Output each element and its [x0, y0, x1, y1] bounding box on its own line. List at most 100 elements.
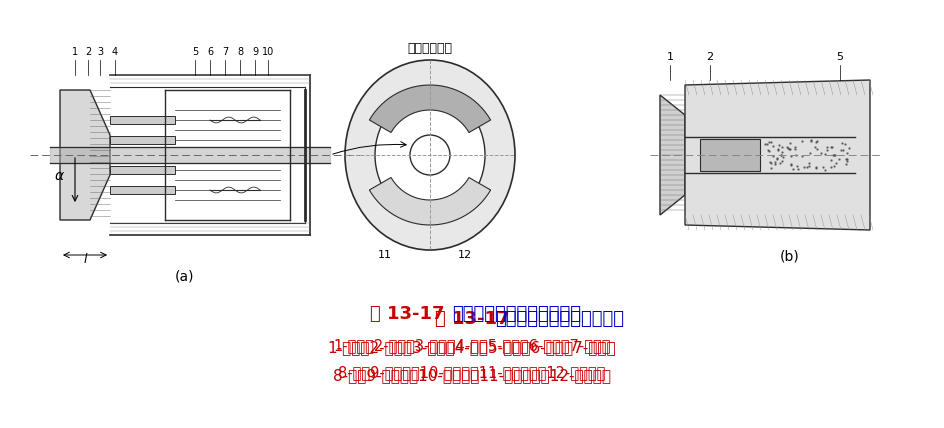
- Point: [807, 165, 822, 172]
- Text: 4: 4: [111, 47, 118, 57]
- Point: [783, 160, 798, 167]
- Text: 10: 10: [261, 47, 274, 57]
- Point: [815, 163, 830, 170]
- Text: 5: 5: [835, 52, 843, 62]
- Point: [783, 152, 798, 159]
- Point: [801, 149, 817, 156]
- Text: 图 13-17: 图 13-17: [369, 305, 444, 323]
- Point: [764, 152, 779, 159]
- Point: [782, 140, 797, 147]
- Text: 2: 2: [85, 47, 91, 57]
- Point: [808, 145, 823, 152]
- Point: [768, 156, 784, 163]
- Text: 8-键；9-传动轴；10-配油盘；11-压油窗口；12-吸油窗口: 8-键；9-传动轴；10-配油盘；11-压油窗口；12-吸油窗口: [332, 368, 611, 383]
- Point: [838, 156, 853, 163]
- Point: [796, 164, 811, 171]
- Text: 8: 8: [237, 47, 243, 57]
- Bar: [110, 136, 175, 144]
- Point: [762, 158, 777, 165]
- Polygon shape: [659, 95, 684, 215]
- Point: [825, 163, 840, 169]
- Bar: [110, 186, 175, 194]
- Point: [836, 140, 851, 147]
- Text: α: α: [55, 169, 64, 183]
- Point: [760, 146, 775, 153]
- Text: (a): (a): [175, 270, 194, 284]
- Point: [803, 137, 818, 144]
- Point: [784, 161, 799, 168]
- Point: [822, 143, 837, 150]
- Point: [757, 141, 772, 148]
- Text: 1-斜盘；2-滑履；3-压盘；4-套；5-柱塞；6-弹簧；7-缸体；: 1-斜盘；2-滑履；3-压盘；4-套；5-柱塞；6-弹簧；7-缸体；: [328, 340, 615, 355]
- Point: [772, 152, 787, 159]
- Bar: [110, 116, 175, 124]
- Text: 1: 1: [666, 52, 673, 62]
- Point: [834, 140, 849, 147]
- Point: [794, 153, 809, 160]
- Text: 6: 6: [207, 47, 212, 57]
- Polygon shape: [59, 90, 110, 220]
- Point: [775, 153, 790, 160]
- Point: [825, 152, 840, 158]
- Point: [834, 146, 850, 153]
- Point: [822, 164, 837, 171]
- Text: 2: 2: [706, 52, 713, 62]
- Point: [801, 162, 816, 169]
- Point: [826, 151, 841, 158]
- Point: [767, 158, 782, 165]
- Circle shape: [410, 135, 449, 175]
- Point: [761, 148, 776, 155]
- Point: [809, 137, 824, 144]
- Point: [817, 166, 832, 173]
- Text: 3: 3: [97, 47, 103, 57]
- Point: [789, 166, 804, 172]
- Point: [787, 146, 802, 152]
- Point: [763, 138, 778, 145]
- Point: [773, 158, 788, 164]
- Point: [768, 155, 784, 162]
- Point: [770, 146, 785, 153]
- Point: [788, 163, 803, 169]
- Ellipse shape: [345, 60, 514, 250]
- Point: [808, 163, 823, 170]
- Text: 配油盘左视图: 配油盘左视图: [407, 42, 452, 55]
- Text: 1-斜盘；2-滑履；3-压盘；4-套；5-柱塞；6-弹簧；7-缸体；: 1-斜盘；2-滑履；3-压盘；4-套；5-柱塞；6-弹簧；7-缸体；: [333, 338, 610, 353]
- Point: [799, 163, 814, 170]
- Polygon shape: [369, 85, 490, 133]
- Point: [772, 152, 787, 158]
- Bar: [110, 166, 175, 174]
- Text: 斜盘式轴向柱塞泵结构简图: 斜盘式轴向柱塞泵结构简图: [495, 310, 624, 328]
- Point: [784, 166, 800, 172]
- Point: [830, 156, 845, 163]
- Point: [787, 152, 802, 159]
- Point: [770, 146, 785, 153]
- Point: [780, 144, 795, 151]
- Point: [807, 139, 822, 146]
- Point: [837, 161, 852, 168]
- Text: l: l: [83, 253, 87, 266]
- Point: [807, 143, 822, 150]
- Point: [773, 144, 788, 151]
- Point: [827, 152, 842, 158]
- Point: [833, 147, 848, 154]
- Point: [827, 159, 842, 166]
- Text: (b): (b): [780, 250, 799, 264]
- Point: [813, 149, 828, 156]
- Point: [762, 164, 777, 171]
- Point: [818, 146, 834, 153]
- Point: [823, 144, 838, 151]
- Text: 11: 11: [378, 250, 392, 260]
- Text: 图 13-17: 图 13-17: [434, 310, 509, 328]
- Point: [772, 160, 787, 166]
- Point: [765, 142, 780, 149]
- Text: 9: 9: [252, 47, 258, 57]
- Point: [839, 158, 854, 165]
- Point: [801, 159, 816, 166]
- Point: [840, 145, 855, 152]
- Bar: [700, 139, 759, 171]
- Point: [771, 141, 786, 148]
- Point: [802, 138, 818, 145]
- Text: 1: 1: [72, 47, 78, 57]
- Text: 7: 7: [222, 47, 228, 57]
- Point: [839, 149, 854, 156]
